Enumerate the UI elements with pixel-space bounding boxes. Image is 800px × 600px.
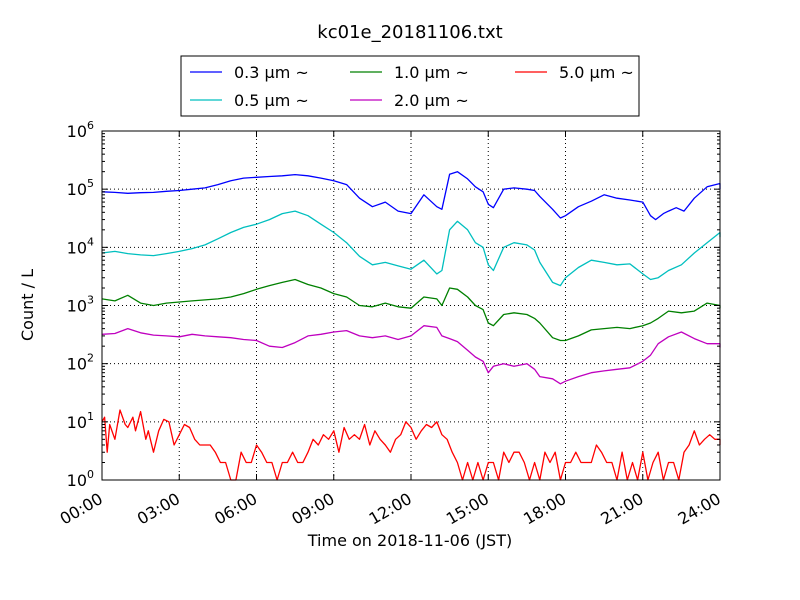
y-tick-label: 102 xyxy=(67,352,94,374)
chart-title: kc01e_20181106.txt xyxy=(317,22,502,43)
plot-border xyxy=(101,130,721,481)
legend: 0.3 μm ~ 0.5 μm ~ 1.0 μm ~ 2.0 μm ~ 5.0 μm ~ xyxy=(180,55,640,117)
y-tick-label: 105 xyxy=(67,177,94,199)
x-tick-label: 03:00 xyxy=(134,489,183,529)
y-tick-label: 104 xyxy=(67,235,94,257)
legend-label-3: 1.0 μm ~ xyxy=(394,63,469,82)
grid-lines xyxy=(101,131,721,480)
series-line-5 xyxy=(101,409,721,481)
x-tick-label: 12:00 xyxy=(366,489,415,529)
x-tick-label: 00:00 xyxy=(57,489,106,529)
y-tick-label: 101 xyxy=(67,410,94,432)
legend-entries: 0.3 μm ~ 0.5 μm ~ 1.0 μm ~ 2.0 μm ~ 5.0 μm ~ xyxy=(190,63,634,110)
y-tick-label: 103 xyxy=(67,294,94,316)
plot-area xyxy=(101,130,721,481)
series-line-4 xyxy=(101,325,721,385)
x-tick-label: 06:00 xyxy=(211,489,260,529)
x-axis-label: Time on 2018-11-06 (JST) xyxy=(307,531,512,550)
x-tick-labels: 00:00 03:00 06:00 09:00 12:00 15:00 18:00 21:00… xyxy=(57,489,724,529)
legend-label-1: 0.3 μm ~ xyxy=(234,63,309,82)
y-tick-label: 106 xyxy=(67,119,94,141)
legend-box xyxy=(180,55,640,117)
series-line-3 xyxy=(101,278,721,342)
series-line-2 xyxy=(101,210,721,287)
legend-label-4: 2.0 μm ~ xyxy=(394,91,469,110)
x-tick-label: 09:00 xyxy=(288,489,337,529)
x-tick-label: 24:00 xyxy=(675,489,724,529)
legend-label-2: 0.5 μm ~ xyxy=(234,91,309,110)
y-tick-labels: 100 101 102 103 104 105 106 xyxy=(67,119,94,490)
x-tick-label: 15:00 xyxy=(443,489,492,529)
series-lines xyxy=(101,171,721,481)
ticks xyxy=(101,130,721,481)
y-axis-label: Count / L xyxy=(18,269,37,341)
y-tick-label: 100 xyxy=(67,468,94,490)
x-tick-label: 21:00 xyxy=(597,489,646,529)
x-tick-label: 18:00 xyxy=(520,489,569,529)
series-line-1 xyxy=(101,171,721,221)
legend-label-5: 5.0 μm ~ xyxy=(559,63,634,82)
